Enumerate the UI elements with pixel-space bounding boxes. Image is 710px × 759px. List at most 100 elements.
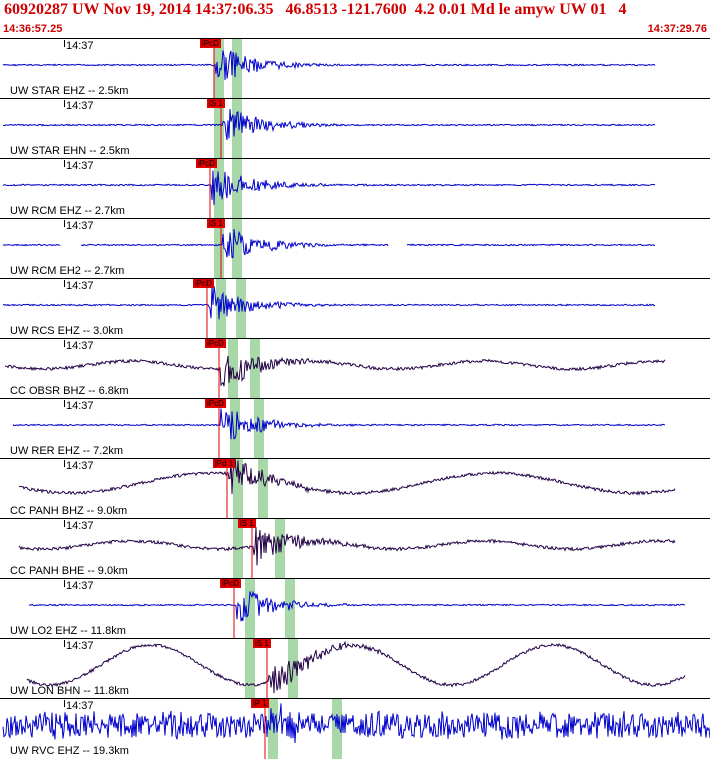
time-tick [64, 580, 65, 587]
pick-window [232, 219, 242, 279]
waveform-trace [18, 459, 676, 496]
pick-label[interactable]: iPcD [205, 339, 226, 348]
station-label: UW RCS EHZ -- 3.0km [10, 325, 124, 337]
pick-label[interactable]: iS 1 [253, 639, 271, 648]
time-tick [64, 640, 65, 647]
pick-label[interactable]: iPcD [193, 279, 214, 288]
pick-label[interactable]: iPcD [200, 39, 221, 48]
trace-panel[interactable]: iPd 1 14:37 CC PANH BHZ -- 9.0km [0, 458, 710, 519]
time-tick [64, 220, 65, 227]
pick-window [254, 399, 264, 459]
pick-label[interactable]: iPcD [205, 399, 226, 408]
station-label: CC PANH BHZ -- 9.0km [10, 505, 128, 517]
trace-panel[interactable]: iPcD 14:37 UW RER EHZ -- 7.2km [0, 398, 710, 459]
time-label: 14:37 [66, 340, 94, 352]
time-label: 14:37 [66, 160, 94, 172]
pick-window [232, 99, 242, 159]
pick-label[interactable]: iS 1 [207, 219, 225, 228]
trace-panel[interactable]: iS 1 14:37 UW RCM EH2 -- 2.7km [0, 218, 710, 279]
time-label: 14:37 [66, 520, 94, 532]
pick-label[interactable]: iS 1 [207, 99, 225, 108]
time-tick [64, 700, 65, 707]
end-time: 14:37:29.76 [647, 23, 707, 35]
pick-window [285, 579, 295, 639]
time-tick [64, 400, 65, 407]
pick-label[interactable]: iPcD [220, 579, 241, 588]
time-label: 14:37 [66, 640, 94, 652]
time-tick [64, 340, 65, 347]
waveform-plot [4, 339, 666, 399]
waveform-trace [2, 170, 656, 206]
time-label: 14:37 [66, 280, 94, 292]
trace-panel[interactable]: iPcD 14:37 UW STAR EHZ -- 2.5km [0, 38, 710, 99]
waveform-plot [2, 699, 710, 759]
pick-window [332, 699, 342, 759]
time-tick [64, 100, 65, 107]
pick-window [236, 279, 246, 339]
waveform-plot [12, 399, 666, 459]
time-label: 14:37 [66, 700, 94, 712]
station-label: UW LON BHN -- 11.8km [10, 685, 129, 697]
waveform-plot [18, 459, 676, 519]
event-title: 60920287 UW Nov 19, 2014 14:37:06.35 46.… [4, 1, 627, 18]
pick-window [214, 39, 224, 99]
trace-panel[interactable]: iPcD 14:37 CC OBSR BHZ -- 6.8km [0, 338, 710, 399]
time-tick [64, 280, 65, 287]
start-time: 14:36:57.25 [3, 23, 63, 35]
time-label: 14:37 [66, 460, 94, 472]
waveform-plot [2, 159, 656, 219]
waveform-trace [4, 355, 666, 387]
pick-label[interactable]: iS 1 [238, 519, 256, 528]
time-tick [64, 460, 65, 467]
trace-panel[interactable]: iS 1 14:37 UW LON BHN -- 11.8km [0, 638, 710, 699]
waveform-plot [28, 579, 686, 639]
pick-window [258, 459, 268, 519]
seismogram-header: 60920287 UW Nov 19, 2014 14:37:06.35 46.… [0, 0, 710, 38]
waveform-plot [2, 99, 656, 159]
pick-window [275, 519, 285, 579]
pick-window [230, 399, 240, 459]
time-tick [64, 40, 65, 47]
trace-panel[interactable]: iS 1 14:37 CC PANH BHE -- 9.0km [0, 518, 710, 579]
pick-window [245, 579, 255, 639]
station-label: CC OBSR BHZ -- 6.8km [10, 385, 129, 397]
trace-panel[interactable]: iPcD 14:37 UW RCM EHZ -- 2.7km [0, 158, 710, 219]
waveform-plot [2, 39, 656, 99]
waveform-trace [2, 229, 656, 259]
time-label: 14:37 [66, 400, 94, 412]
trace-panel-stack[interactable]: iPcD 14:37 UW STAR EHZ -- 2.5km iS 1 14:37 UW… [0, 38, 710, 759]
pick-label[interactable]: iPcD [196, 159, 217, 168]
waveform-trace [12, 408, 666, 440]
station-label: UW RCM EHZ -- 2.7km [10, 205, 125, 217]
pick-window [232, 39, 242, 99]
pick-window [250, 339, 260, 399]
waveform-trace [2, 285, 656, 320]
station-label: UW RVC EHZ -- 19.3km [10, 745, 129, 757]
waveform-trace [2, 703, 710, 744]
station-label: UW STAR EHN -- 2.5km [10, 145, 130, 157]
trace-panel[interactable]: iPcD 14:37 UW RCS EHZ -- 3.0km [0, 278, 710, 339]
pick-label[interactable]: iPd 1 [213, 459, 236, 468]
pick-label[interactable]: iP 1 [251, 699, 269, 708]
waveform-plot [26, 639, 686, 699]
waveform-trace [26, 640, 686, 694]
time-label: 14:37 [66, 40, 94, 52]
time-label: 14:37 [66, 220, 94, 232]
pick-window [245, 639, 255, 699]
trace-panel[interactable]: iS 1 14:37 UW STAR EHN -- 2.5km [0, 98, 710, 159]
station-label: UW LO2 EHZ -- 11.8km [10, 625, 126, 637]
time-label: 14:37 [66, 100, 94, 112]
station-label: UW STAR EHZ -- 2.5km [10, 85, 129, 97]
waveform-trace [2, 50, 656, 81]
waveform-trace [2, 108, 656, 141]
waveform-trace [28, 590, 686, 622]
waveform-plot [2, 219, 656, 279]
time-tick [64, 160, 65, 167]
station-label: UW RER EHZ -- 7.2km [10, 445, 124, 457]
trace-panel[interactable]: iP 1 14:37 UW RVC EHZ -- 19.3km [0, 698, 710, 759]
time-tick [64, 520, 65, 527]
time-label: 14:37 [66, 580, 94, 592]
trace-panel[interactable]: iPcD 14:37 UW LO2 EHZ -- 11.8km [0, 578, 710, 639]
station-label: CC PANH BHE -- 9.0km [10, 565, 128, 577]
waveform-plot [2, 279, 656, 339]
